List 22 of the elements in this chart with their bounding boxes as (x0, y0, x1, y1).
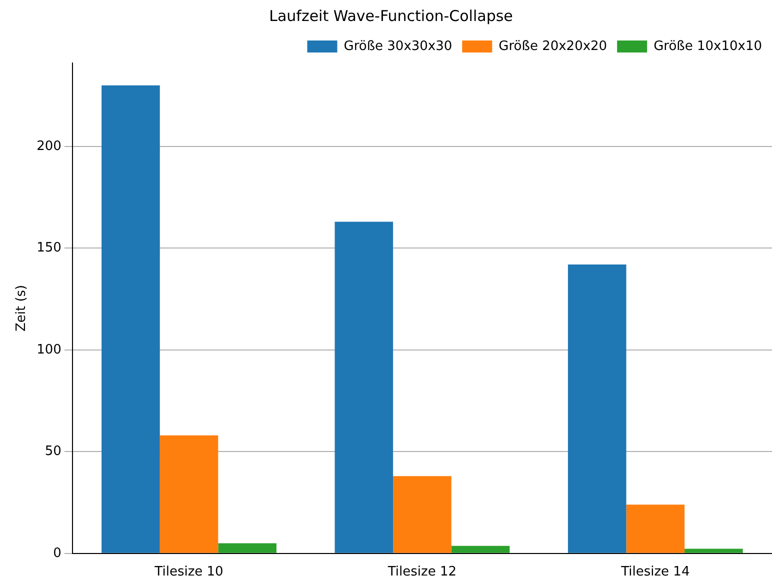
y-tick-label: 50 (44, 444, 62, 460)
y-tick-label: 200 (36, 138, 62, 154)
chart-title: Laufzeit Wave-Function-Collapse (269, 6, 513, 25)
legend-label: Größe 10x10x10 (654, 38, 762, 54)
legend-label: Größe 20x20x20 (498, 38, 608, 54)
bar (160, 435, 218, 553)
x-tick-label: Tilesize 12 (386, 564, 457, 580)
y-tick-label: 100 (36, 342, 62, 358)
x-tick-label: Tilesize 14 (620, 564, 690, 580)
bar (102, 85, 160, 553)
y-axis-title: Zeit (s) (14, 284, 30, 332)
bar (393, 476, 452, 553)
bar (626, 504, 685, 553)
bar (451, 546, 510, 553)
bar (568, 264, 626, 553)
y-tick-label: 150 (36, 240, 62, 256)
y-tick-label: 0 (53, 546, 62, 561)
x-tick-label: Tilesize 10 (154, 564, 224, 580)
bar (684, 548, 743, 553)
bar (334, 222, 394, 553)
bar (218, 543, 276, 553)
legend-label: Größe 30x30x30 (344, 38, 452, 54)
